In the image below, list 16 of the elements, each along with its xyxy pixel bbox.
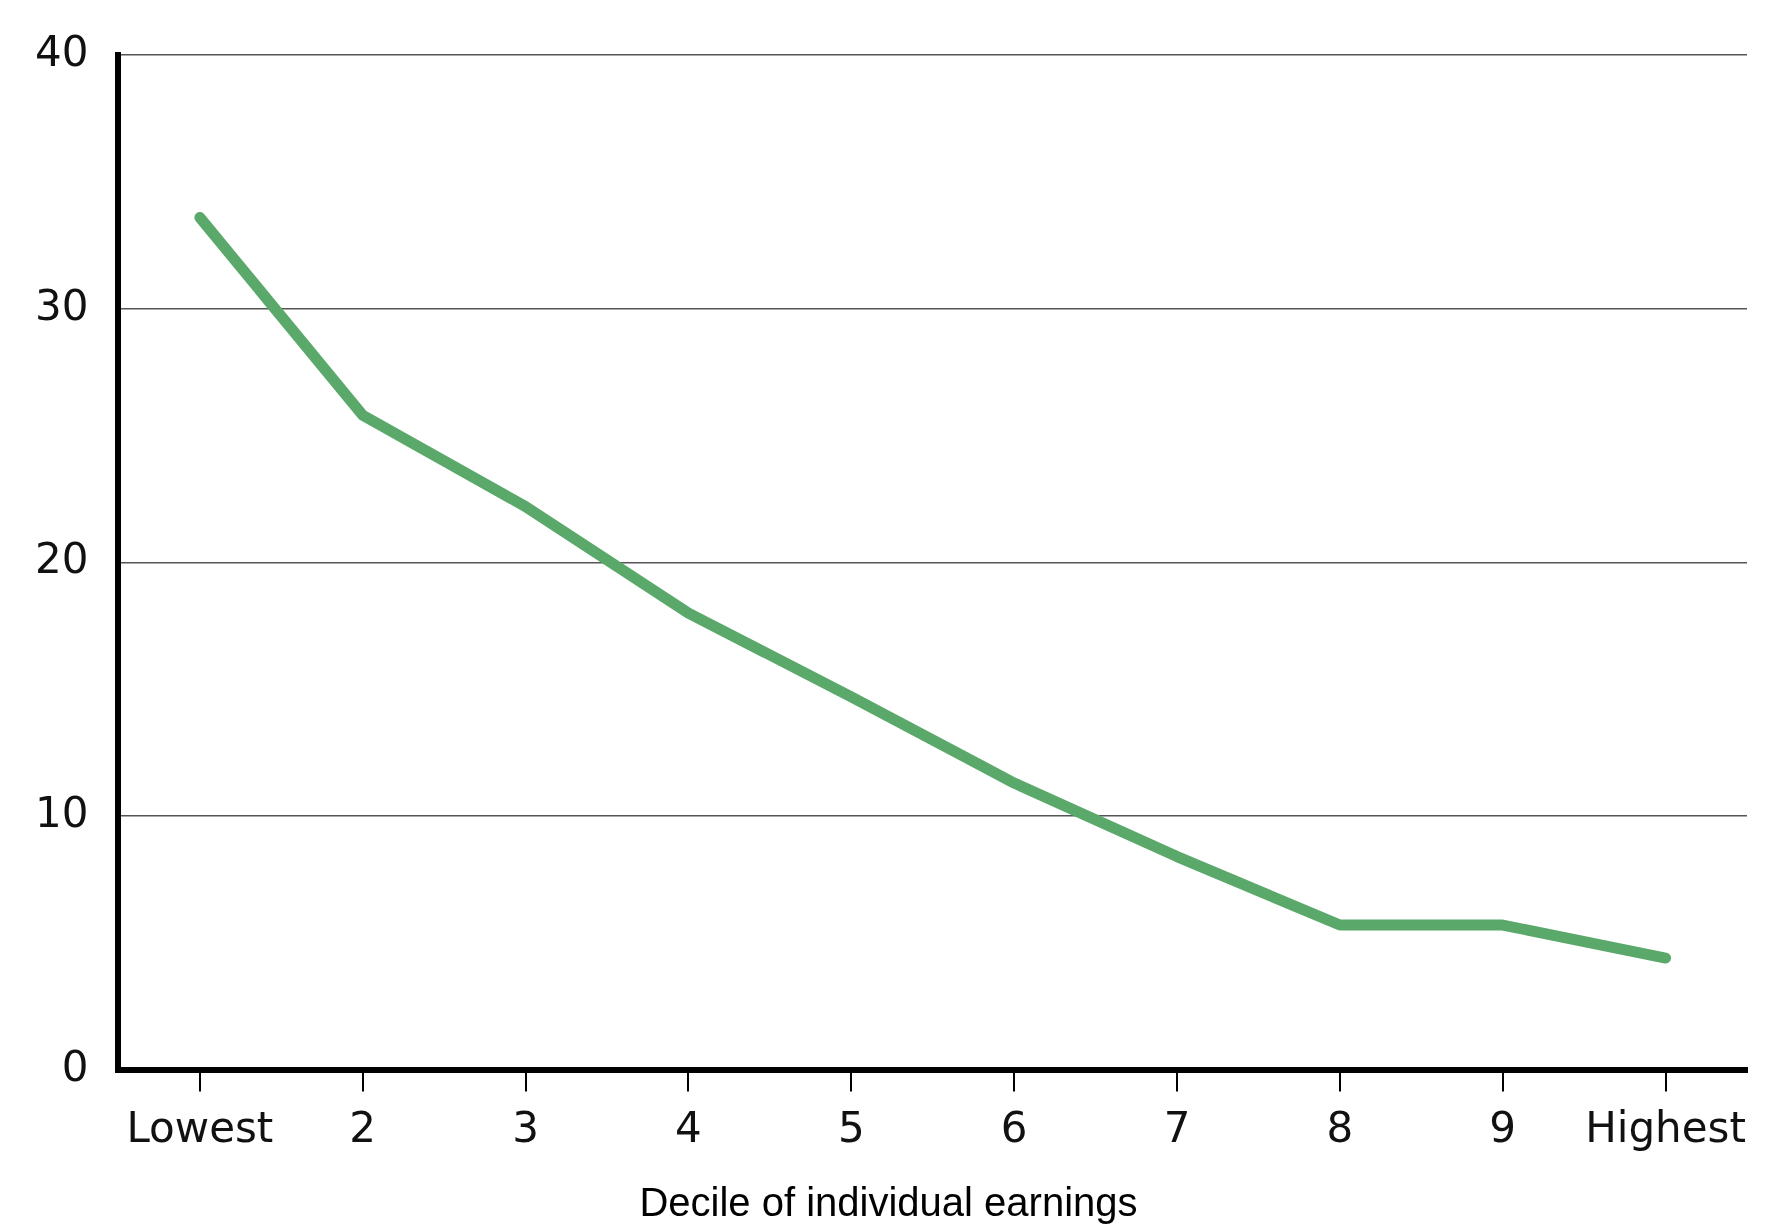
- y-tick-label: 30: [34, 280, 89, 330]
- x-tick-label: 2: [349, 1102, 377, 1152]
- y-tick-label: 20: [34, 534, 89, 584]
- x-tick-label: 8: [1326, 1102, 1354, 1152]
- y-tick-label: 40: [34, 27, 89, 77]
- x-tick-label: 3: [512, 1102, 539, 1152]
- x-tick-label: 9: [1489, 1102, 1517, 1152]
- y-tick-label: 10: [34, 787, 89, 837]
- x-tick-label: 4: [675, 1102, 702, 1152]
- x-tick-label: 7: [1163, 1102, 1191, 1152]
- x-tick-label: 5: [837, 1102, 865, 1152]
- y-tick-label: 0: [61, 1041, 89, 1091]
- x-tick-label: Lowest: [126, 1102, 274, 1152]
- x-axis-title: Decile of individual earnings: [638, 1180, 1139, 1225]
- x-tick-label: 6: [1000, 1102, 1028, 1152]
- x-tick-label: Highest: [1585, 1102, 1746, 1152]
